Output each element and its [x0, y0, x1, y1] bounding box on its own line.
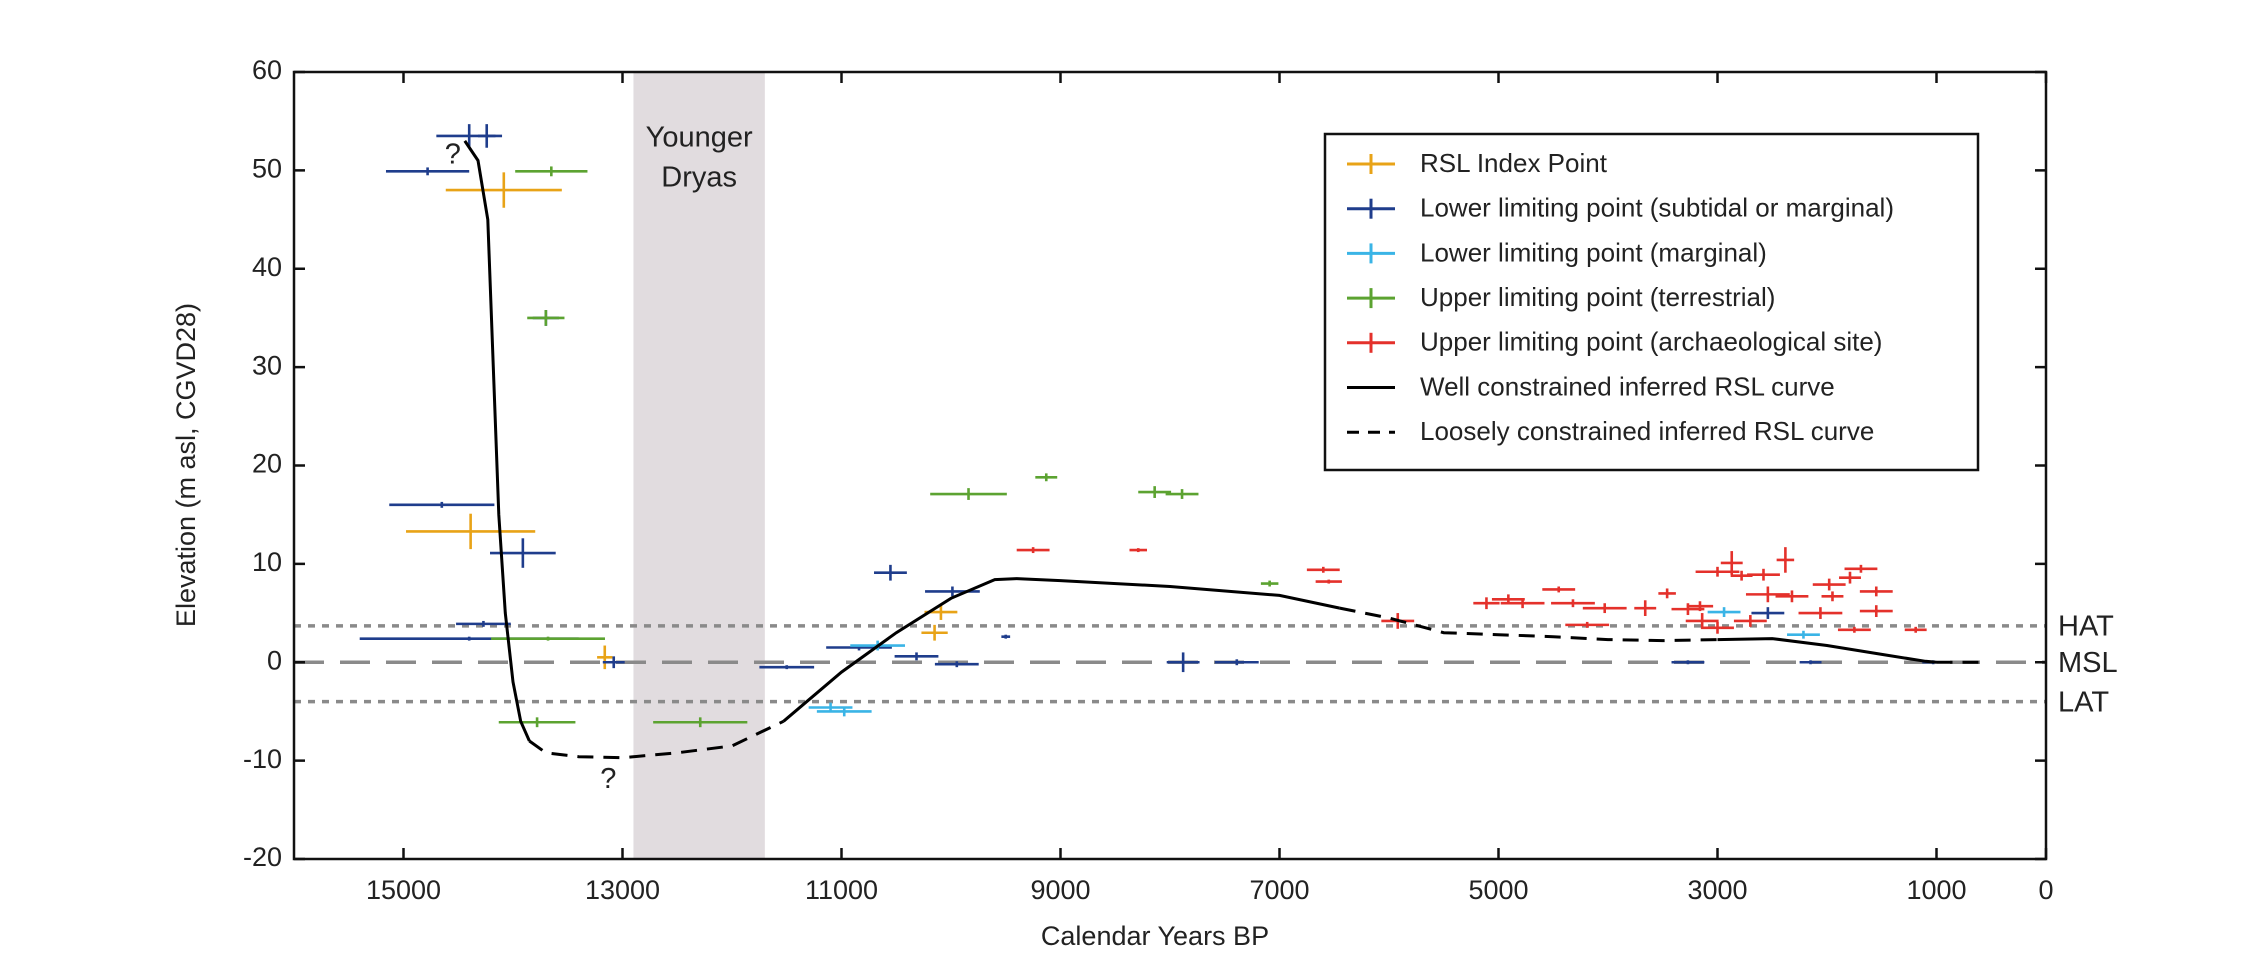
legend-label: Upper limiting point (archaeological sit…: [1420, 327, 1882, 357]
x-tick-label: 9000: [1030, 875, 1090, 905]
y-tick-label: 20: [252, 449, 282, 479]
y-tick-label: 0: [267, 645, 282, 675]
legend-label: Lower limiting point (subtidal or margin…: [1420, 193, 1894, 223]
x-axis-label: Calendar Years BP: [1041, 921, 1269, 951]
y-tick-label: 40: [252, 252, 282, 282]
legend-label: Well constrained inferred RSL curve: [1420, 371, 1835, 401]
y-tick-label: 50: [252, 154, 282, 184]
x-tick-label: 13000: [585, 875, 660, 905]
legend-box: [1323, 132, 1980, 472]
reference-label: HAT: [2058, 611, 2114, 643]
y-tick-label: -10: [243, 744, 282, 774]
y-tick-label: 10: [252, 547, 282, 577]
reference-label: MSL: [2058, 647, 2118, 679]
legend: RSL Index Point Lower limiting point (sub…: [1323, 132, 1980, 472]
legend-label: Upper limiting point (terrestrial): [1420, 282, 1775, 312]
rsl-curve: [528, 606, 1981, 760]
legend-label: RSL Index Point: [1420, 148, 1608, 178]
x-tick-label: 15000: [366, 875, 441, 905]
y-tick-label: 60: [252, 55, 282, 85]
y-axis-label: Elevation (m asl, CGVD28): [171, 303, 201, 627]
rsl-curve: [463, 140, 1937, 742]
shaded-region: [633, 72, 765, 859]
x-tick-label: 3000: [1687, 875, 1747, 905]
y-tick-label: 30: [252, 350, 282, 380]
legend-label: Lower limiting point (marginal): [1420, 237, 1767, 267]
region-label: Dryas: [661, 162, 737, 194]
x-tick-label: 0: [2038, 875, 2053, 905]
legend-label: Loosely constrained inferred RSL curve: [1420, 416, 1874, 446]
x-tick-label: 11000: [805, 875, 878, 905]
region-label: Younger: [646, 122, 753, 154]
annotation: ?: [600, 763, 616, 795]
y-tick-label: -20: [243, 842, 282, 872]
reference-label: LAT: [2058, 686, 2109, 718]
x-tick-label: 5000: [1468, 875, 1528, 905]
x-tick-label: 1000: [1906, 875, 1966, 905]
x-tick-label: 7000: [1249, 875, 1309, 905]
annotation: ?: [445, 138, 461, 170]
